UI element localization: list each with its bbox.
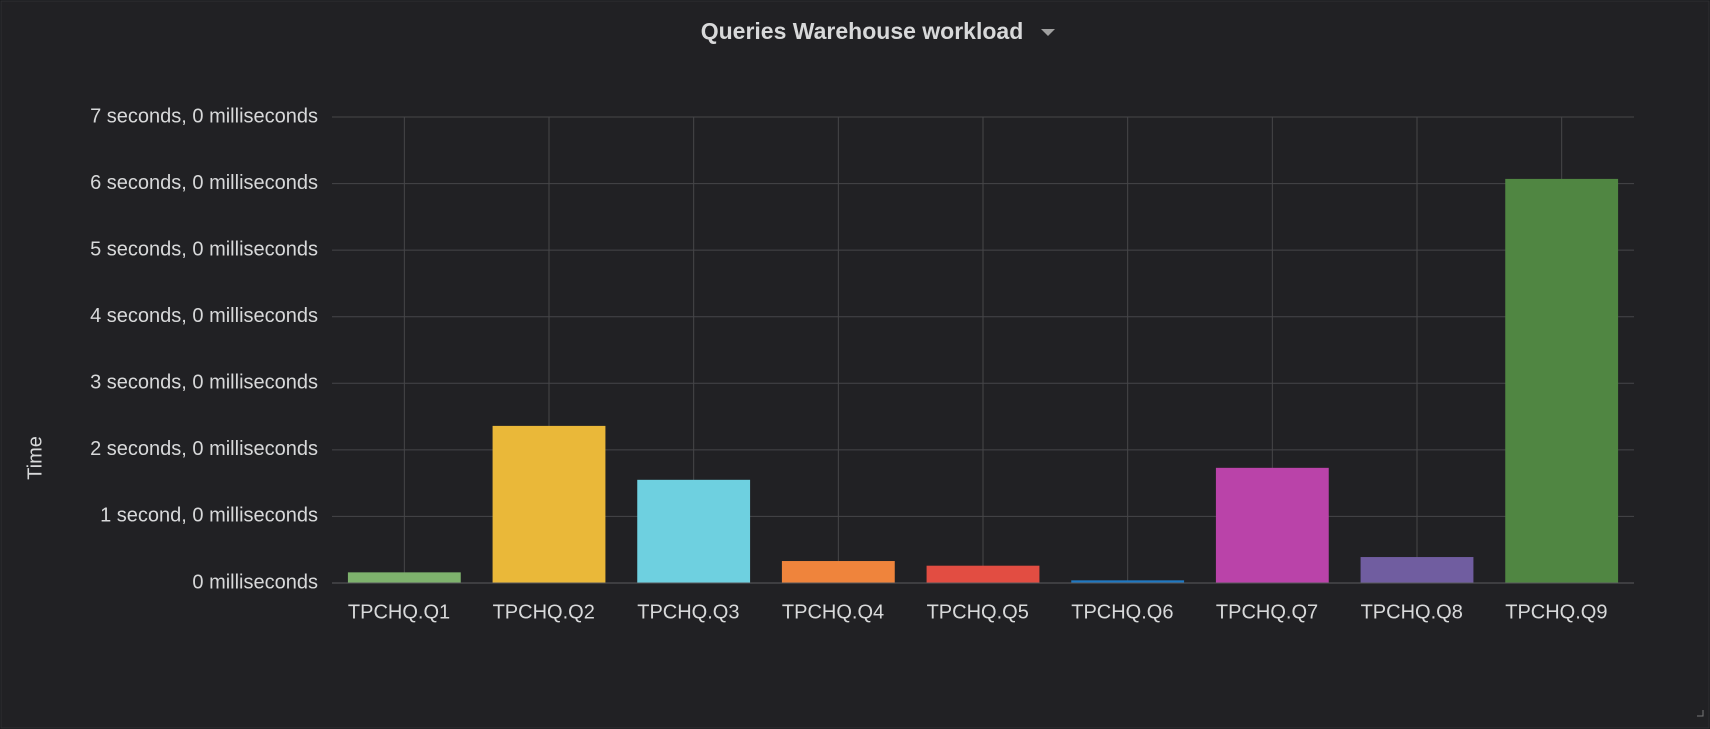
chart-title[interactable]: Queries Warehouse workload: [701, 18, 1024, 44]
y-tick-label: 5 seconds, 0 milliseconds: [90, 238, 318, 260]
y-tick-label: 4 seconds, 0 milliseconds: [90, 305, 318, 327]
resize-handle[interactable]: [1697, 710, 1704, 717]
x-tick-label: TPCHQ.Q1: [348, 601, 450, 623]
bar: [347, 572, 461, 583]
bar: [637, 479, 751, 583]
x-tick-label: TPCHQ.Q7: [1216, 601, 1318, 623]
y-tick-label: 0 milliseconds: [192, 571, 318, 593]
bar: [926, 565, 1040, 583]
bar: [1360, 557, 1474, 583]
x-tick-label: TPCHQ.Q3: [637, 601, 739, 623]
y-tick-label: 3 seconds, 0 milliseconds: [90, 372, 318, 394]
bar: [1215, 467, 1329, 583]
bar: [1071, 580, 1185, 583]
dropdown-caret[interactable]: [1041, 29, 1055, 36]
bar: [492, 425, 606, 583]
x-tick-label: TPCHQ.Q8: [1361, 601, 1463, 623]
bar: [1505, 178, 1619, 583]
x-tick-label: TPCHQ.Q5: [927, 601, 1029, 623]
bar: [781, 561, 895, 583]
y-tick-label: 6 seconds, 0 milliseconds: [90, 172, 318, 194]
x-tick-label: TPCHQ.Q4: [782, 601, 884, 623]
y-axis-label: Time: [24, 436, 46, 480]
x-tick-label: TPCHQ.Q6: [1071, 601, 1173, 623]
y-tick-label: 7 seconds, 0 milliseconds: [90, 105, 318, 127]
x-tick-label: TPCHQ.Q2: [493, 601, 595, 623]
x-tick-label: TPCHQ.Q9: [1505, 601, 1607, 623]
y-tick-label: 2 seconds, 0 milliseconds: [90, 438, 318, 460]
y-tick-label: 1 second, 0 milliseconds: [100, 505, 318, 527]
